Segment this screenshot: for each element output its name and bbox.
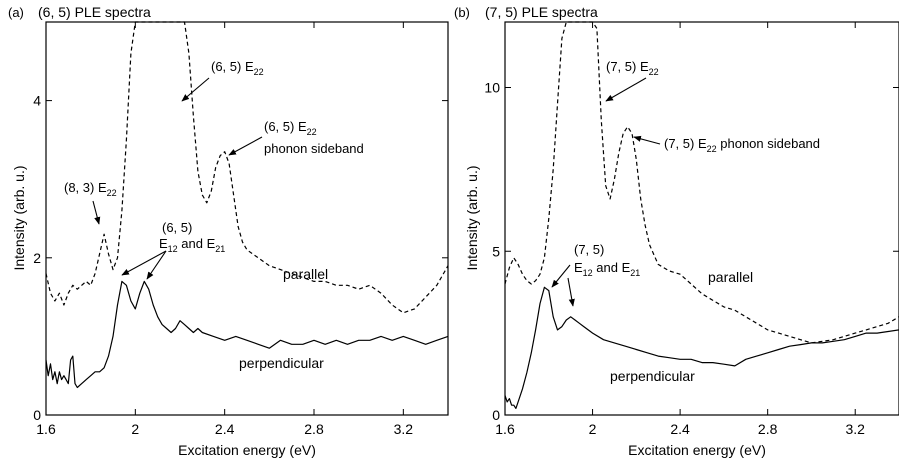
annotation-65-e12-header: (6, 5)	[162, 220, 192, 235]
panel-a-title: (6, 5) PLE spectra	[38, 4, 151, 20]
annotation-65-sideband-arrow	[228, 136, 263, 156]
panel-a-y-tick-label: 4	[33, 93, 41, 109]
panel-a-label: (a)	[8, 5, 24, 20]
annotation-75-e12-arrow-left	[551, 264, 571, 288]
annotation-65-e22: (6, 5) E22	[211, 59, 264, 77]
annotation-75-sideband-arrow	[633, 135, 661, 145]
annotation-75-e22: (7, 5) E22	[606, 59, 659, 77]
panel-a-parallel-label: parallel	[283, 266, 328, 282]
annotation-75-e12-header: (7, 5)	[574, 242, 604, 257]
panel-b-title: (7, 5) PLE spectra	[485, 4, 598, 20]
annotation-75-e12-e21: E12 and E21	[574, 260, 640, 278]
panel-b-perpendicular-label: perpendicular	[610, 368, 695, 384]
panel-b-ylabel: Intensity (arb. u.)	[464, 165, 480, 270]
panel-a-x-tick-label: 3.2	[394, 421, 414, 437]
panel-b-ticks: 1.6 2 2.4 2.8 3.2 0 5 10	[484, 22, 899, 437]
panel-a-series-parallel	[45, 21, 449, 314]
annotation-65-e22-sideband: (6, 5) E22	[264, 119, 317, 137]
panel-b-x-tick-label: 3.2	[845, 421, 865, 437]
panel-b-label: (b)	[454, 5, 470, 20]
panel-b-plot-frame	[504, 21, 899, 416]
panel-b-series-perpendicular	[504, 286, 899, 409]
annotation-65-e12-arrow-right	[146, 250, 167, 280]
panel-a-x-tick-label: 1.6	[36, 421, 56, 437]
panel-b-x-tick-label: 2	[589, 421, 597, 437]
annotation-83-e22-arrow	[92, 200, 101, 225]
annotation-65-e12-e21: E12 and E21	[159, 236, 225, 254]
annotation-75-e22-arrow	[605, 77, 647, 102]
annotation-65-sideband-text: phonon sideband	[264, 141, 364, 156]
panel-a-x-tick-label: 2.8	[304, 421, 324, 437]
panel-a-x-tick-label: 2	[131, 421, 139, 437]
annotation-75-e22-sideband: (7, 5) E22 phonon sideband	[664, 136, 820, 154]
panel-a-ticks: 1.6 2 2.4 2.8 3.2 0 2 4	[33, 22, 448, 437]
annotation-65-e12-arrow-left	[121, 250, 167, 276]
annotation-83-e22: (8, 3) E22	[64, 180, 117, 198]
panel-b-y-tick-label: 5	[492, 243, 500, 259]
panel-b-series-parallel	[504, 21, 899, 344]
panel-a-ylabel: Intensity (arb. u.)	[11, 165, 27, 270]
panel-a-series-perpendicular	[45, 280, 449, 389]
panel-a-xlabel: Excitation energy (eV)	[178, 442, 316, 458]
panel-a-perpendicular-label: perpendicular	[239, 355, 324, 371]
panel-a-x-tick-label: 2.4	[215, 421, 235, 437]
annotation-65-e22-arrow	[181, 77, 210, 102]
panel-b-parallel-label: parallel	[708, 269, 753, 285]
panel-a-y-tick-label: 0	[33, 407, 41, 423]
panel-b-x-tick-label: 2.4	[670, 421, 690, 437]
panel-b-curves	[504, 21, 899, 409]
panel-b: (b) (7, 5) PLE spectra 1.6 2 2.4 2.8 3.2 0 5 10…	[454, 4, 899, 458]
panel-b-y-tick-label: 0	[492, 407, 500, 423]
panel-a-y-tick-label: 2	[33, 250, 41, 266]
panel-b-y-tick-label: 10	[484, 80, 500, 96]
annotation-75-e12-arrow-right	[567, 277, 575, 307]
panel-a-curves	[45, 21, 449, 389]
panel-a-plot-frame	[45, 21, 449, 416]
panel-b-x-tick-label: 1.6	[495, 421, 515, 437]
panel-b-xlabel: Excitation energy (eV)	[628, 442, 766, 458]
panel-a: (a) (6, 5) PLE spectra 1.6 2 2.4 2.8 3.2024 …	[8, 4, 449, 458]
panel-b-x-tick-label: 2.8	[758, 421, 778, 437]
